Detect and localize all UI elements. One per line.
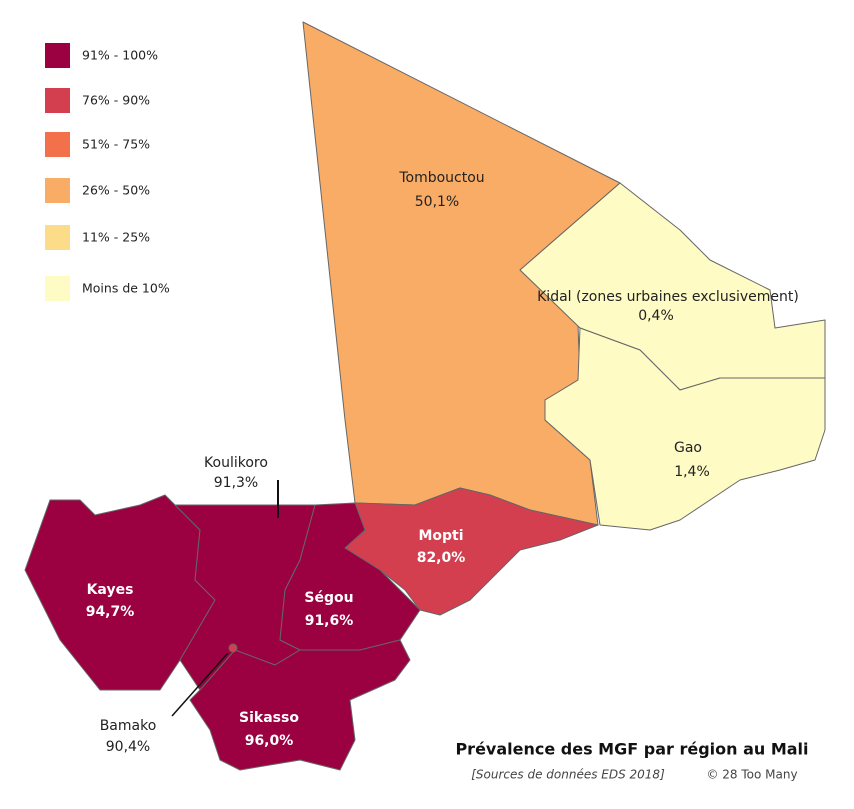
legend-swatch xyxy=(45,225,70,250)
source: [Sources de données EDS 2018] xyxy=(471,768,665,782)
region-name: Sikasso xyxy=(239,710,299,726)
legend-label: 51% - 75% xyxy=(82,137,150,152)
region-value: 50,1% xyxy=(415,194,459,210)
region-name: Gao xyxy=(674,440,702,456)
region-value: 91,6% xyxy=(305,613,354,629)
legend-swatch xyxy=(45,276,70,301)
legend-label: 26% - 50% xyxy=(82,183,150,198)
region-value: 94,7% xyxy=(86,604,135,620)
legend-label: 11% - 25% xyxy=(82,230,150,245)
region-name: Ségou xyxy=(304,590,353,606)
region-name: Koulikoro xyxy=(204,455,268,471)
region-name: Kidal (zones urbaines exclusivement) xyxy=(537,289,799,305)
legend-swatch xyxy=(45,178,70,203)
legend-swatch xyxy=(45,43,70,68)
legend-label: Moins de 10% xyxy=(82,281,170,296)
region-bamako xyxy=(228,643,238,653)
copyright: © 28 Too Many xyxy=(706,768,797,782)
legend-label: 76% - 90% xyxy=(82,93,150,108)
title: Prévalence des MGF par région au Mali xyxy=(455,740,808,759)
region-value: 91,3% xyxy=(214,475,258,491)
region-name: Tombouctou xyxy=(398,170,484,186)
region-value: 0,4% xyxy=(638,308,674,324)
region-name: Kayes xyxy=(87,582,134,598)
leader-line xyxy=(171,652,229,717)
region-value: 82,0% xyxy=(417,550,466,566)
legend-swatch xyxy=(45,132,70,157)
region-sikasso xyxy=(189,639,411,771)
region-name: Mopti xyxy=(418,528,463,544)
region-value: 1,4% xyxy=(674,464,710,480)
legend-swatch xyxy=(45,88,70,113)
legend: 91% - 100% 76% - 90% 51% - 75% 26% - 50% 11%… xyxy=(45,43,170,301)
region-value: 90,4% xyxy=(106,739,150,755)
region-value: 96,0% xyxy=(245,733,294,749)
region-gao xyxy=(544,327,826,531)
legend-label: 91% - 100% xyxy=(82,48,158,63)
region-name: Bamako xyxy=(100,718,157,734)
